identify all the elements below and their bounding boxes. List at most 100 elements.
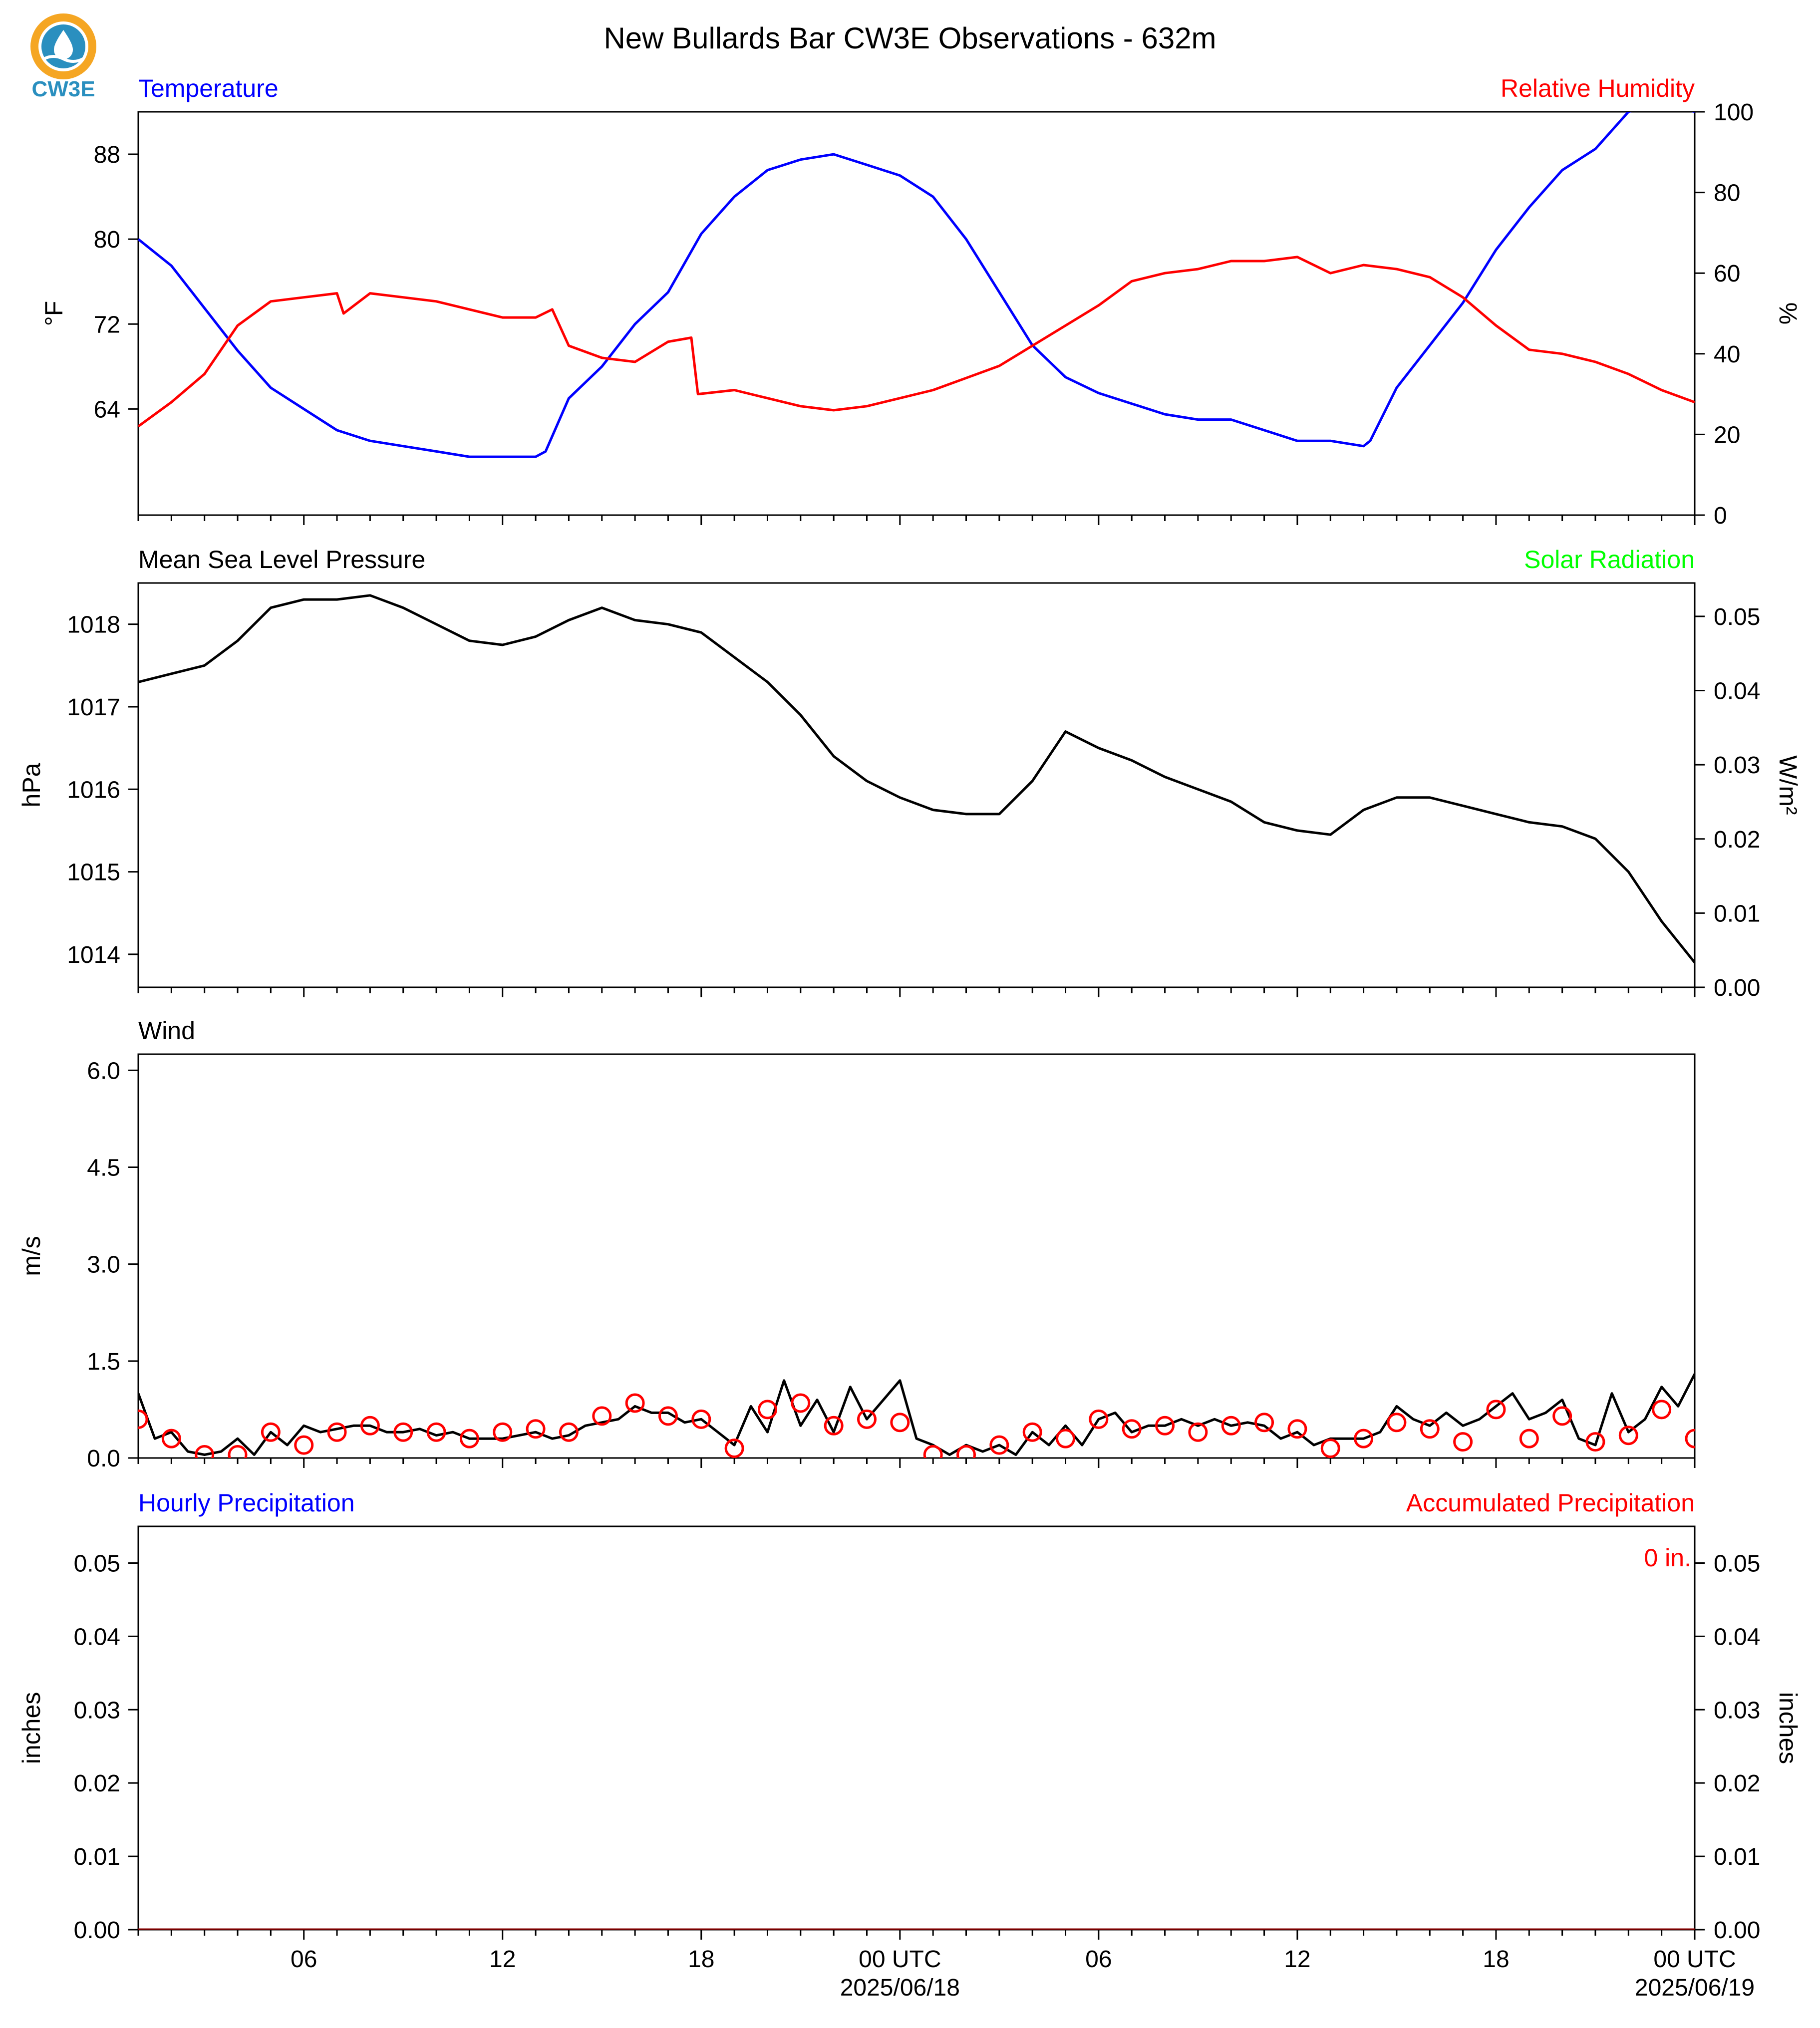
- y-tick-label: 80: [94, 227, 120, 253]
- panel-2: Mean Sea Level Pressure Solar Radiation 10…: [17, 546, 1802, 1001]
- series-gust-point: [625, 1393, 645, 1413]
- y-right-tick-label: 20: [1714, 422, 1740, 448]
- y-axis-label: inches: [17, 1692, 45, 1764]
- panel-right-title: Relative Humidity: [1501, 74, 1695, 102]
- x-tick-label: 06: [291, 1946, 317, 1973]
- y-tick-label: 4.5: [87, 1155, 120, 1181]
- y-right-tick-label: 0.04: [1714, 1624, 1760, 1650]
- panel-right-title: Accumulated Precipitation: [1406, 1489, 1695, 1517]
- series-gust-point: [1188, 1422, 1208, 1442]
- series-gust-point: [1585, 1432, 1605, 1452]
- y-right-tick-label: 0.04: [1714, 678, 1760, 705]
- data-layer: [138, 112, 1695, 458]
- series-gust-point: [791, 1393, 811, 1413]
- precip-annotation: 0 in.: [1644, 1544, 1691, 1572]
- series-gust-point: [1552, 1406, 1572, 1426]
- y-tick-label: 0.01: [74, 1844, 120, 1870]
- series-gust-point: [824, 1416, 844, 1436]
- series-gust-point: [857, 1409, 877, 1429]
- y-right-tick-label: 0.03: [1714, 752, 1760, 779]
- y-right-axis-label: inches: [1774, 1692, 1802, 1764]
- series-gust-point: [1486, 1400, 1506, 1420]
- x-tick-label: 00 UTC: [1653, 1946, 1736, 1973]
- series-gust-point: [195, 1445, 215, 1458]
- series-gust-point: [1652, 1400, 1672, 1420]
- series-gust-point: [1685, 1429, 1695, 1449]
- panel-3: Wind 0.0 1.5 3.0 4.5 6.0 m/s: [17, 1017, 1696, 1472]
- series-wind-line: [138, 1373, 1695, 1456]
- y-right-tick-label: 40: [1714, 341, 1740, 368]
- series-gust-point: [724, 1439, 744, 1458]
- series-gust-point: [1287, 1419, 1307, 1439]
- data-layer: [138, 594, 1695, 963]
- data-layer: [138, 1373, 1695, 1458]
- series-mean-sea-level-pressure-line: [138, 594, 1695, 963]
- panel-left-title: Wind: [138, 1017, 195, 1045]
- series-gust-point: [459, 1429, 479, 1449]
- y-tick-label: 0.05: [74, 1550, 120, 1577]
- y-tick-label: 1018: [67, 612, 120, 638]
- logo-wave: [43, 55, 84, 63]
- y-tick-label: 0.00: [74, 1917, 120, 1944]
- series-gust-point: [1354, 1429, 1374, 1449]
- x-tick-date-label: 2025/06/18: [840, 1975, 960, 2001]
- series-gust-point: [592, 1406, 612, 1426]
- y-axis-label: °F: [40, 301, 68, 326]
- series-gust-point: [228, 1445, 248, 1458]
- series-gust-point: [1022, 1422, 1042, 1442]
- y-tick-label: 1016: [67, 777, 120, 803]
- y-right-axis-label: %: [1774, 302, 1802, 324]
- series-gust-point: [1122, 1419, 1142, 1439]
- y-axis-label: m/s: [17, 1236, 45, 1276]
- droplet-icon: [54, 30, 73, 59]
- series-gust-point: [1453, 1432, 1473, 1452]
- plot-frame: [137, 111, 1696, 516]
- series-gust-point: [327, 1422, 347, 1442]
- x-tick-label: 12: [1284, 1946, 1310, 1973]
- series-gust-point: [1519, 1429, 1539, 1449]
- series-gust-point: [923, 1445, 943, 1458]
- y-tick-label: 72: [94, 311, 120, 338]
- x-tick-label: 00 UTC: [859, 1946, 941, 1973]
- panel-right-title: Solar Radiation: [1524, 546, 1695, 574]
- series-gust-point: [658, 1406, 678, 1426]
- plot-frame: [137, 582, 1696, 988]
- y-tick-label: 0.03: [74, 1697, 120, 1724]
- y-right-tick-label: 0.01: [1714, 1844, 1760, 1870]
- y-right-tick-label: 80: [1714, 180, 1740, 207]
- y-right-tick-label: 0.02: [1714, 827, 1760, 853]
- series-gust-point: [1155, 1416, 1175, 1436]
- series-gust-point: [1320, 1439, 1340, 1458]
- series-gust-point: [956, 1445, 976, 1458]
- series-gust-point: [1089, 1409, 1109, 1429]
- y-right-tick-label: 100: [1714, 99, 1754, 126]
- y-tick-label: 1014: [67, 942, 120, 968]
- series-gust-point: [691, 1409, 711, 1429]
- series-gust-point: [493, 1422, 513, 1442]
- x-tick-label: 06: [1085, 1946, 1112, 1973]
- y-tick-label: 3.0: [87, 1252, 120, 1278]
- figure-title: New Bullards Bar CW3E Observations - 632…: [604, 21, 1216, 55]
- series-gust-point: [161, 1429, 181, 1449]
- panel-4: Hourly Precipitation Accumulated Precipit…: [17, 1489, 1802, 2001]
- y-right-tick-label: 0.00: [1714, 1917, 1760, 1944]
- y-right-tick-label: 0.01: [1714, 900, 1760, 927]
- series-gust-point: [890, 1413, 910, 1433]
- plot-frame: [137, 1053, 1696, 1459]
- x-tick-label: 12: [489, 1946, 516, 1973]
- series-gust-point: [426, 1422, 446, 1442]
- y-tick-label: 64: [94, 396, 120, 423]
- panel-1: Temperature Relative Humidity 64 72 80 88 0 20 4…: [40, 74, 1802, 529]
- y-tick-label: 0.02: [74, 1770, 120, 1797]
- y-tick-label: 1015: [67, 860, 120, 886]
- x-tick-label: 18: [1483, 1946, 1509, 1973]
- series-gust-point: [360, 1416, 380, 1436]
- y-axis-label: hPa: [17, 763, 45, 807]
- y-right-tick-label: 0.03: [1714, 1697, 1760, 1724]
- y-tick-label: 1.5: [87, 1349, 120, 1375]
- y-tick-label: 6.0: [87, 1058, 120, 1084]
- y-tick-label: 88: [94, 142, 120, 168]
- series-gust-point: [1221, 1416, 1241, 1436]
- plot-frame: [137, 1525, 1696, 1931]
